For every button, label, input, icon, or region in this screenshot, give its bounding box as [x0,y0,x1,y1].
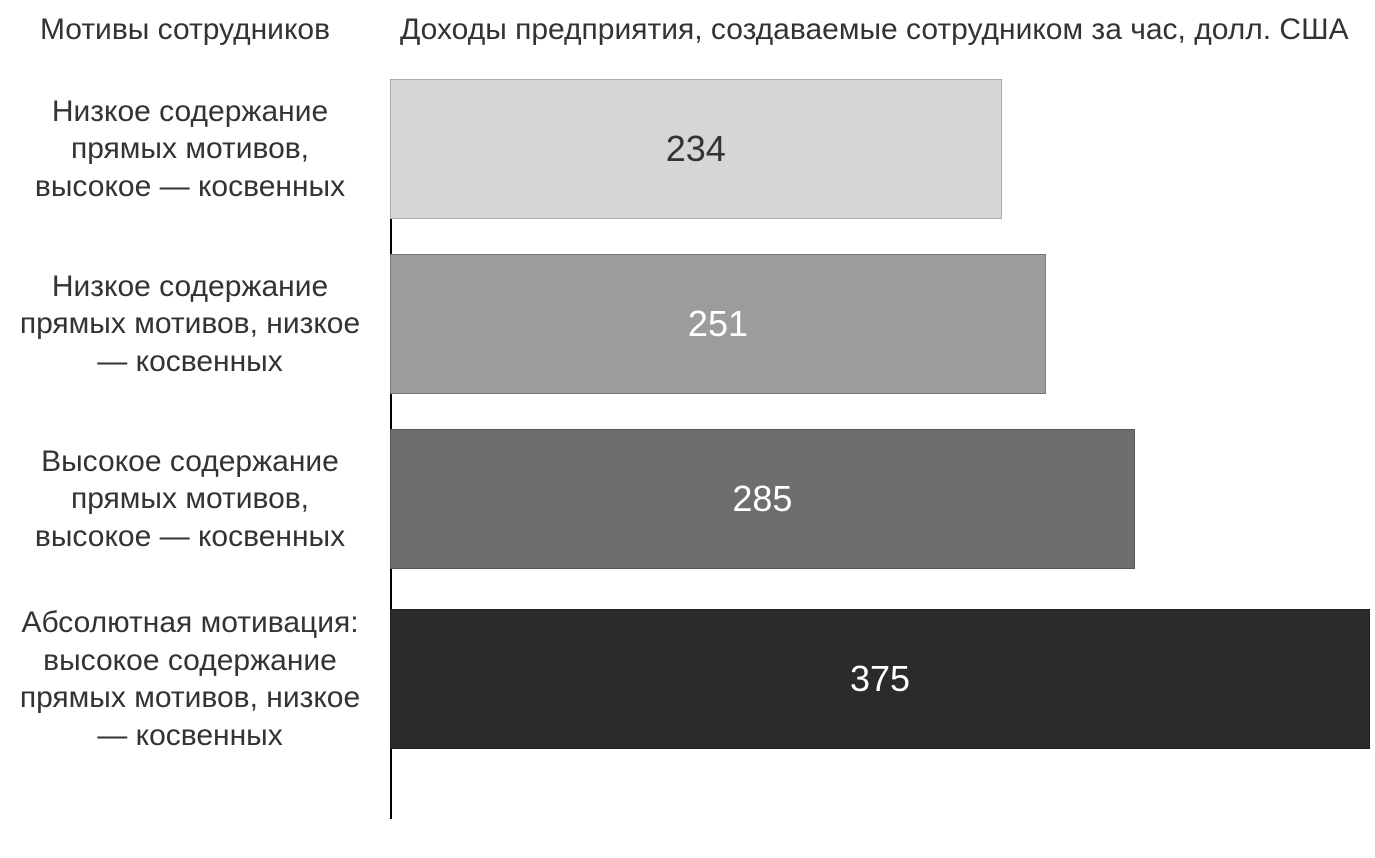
chart-body: Низкое содержание прямых мотивов, высоко… [0,79,1375,754]
bar-row: Высокое содержание прямых мотивов, высок… [0,429,1375,569]
bar: 375 [390,609,1370,749]
bar-value: 251 [688,303,748,345]
bar-wrapper: 375 [390,609,1370,749]
bar-wrapper: 285 [390,429,1135,569]
bar-row: Низкое содержание прямых мотивов, низкое… [0,254,1375,394]
right-axis-title: Доходы предприятия, создаваемые сотрудни… [390,10,1375,49]
chart-container: Мотивы сотрудников Доходы предприятия, с… [0,0,1375,858]
bar-label: Высокое содержание прямых мотивов, высок… [0,443,390,556]
chart-header-row: Мотивы сотрудников Доходы предприятия, с… [0,0,1375,49]
bar-value: 234 [666,128,726,170]
bar-value: 285 [732,478,792,520]
bar-wrapper: 251 [390,254,1046,394]
bar-row: Абсолютная мотивация: высокое содержание… [0,604,1375,754]
bar: 251 [390,254,1046,394]
bars-area: Низкое содержание прямых мотивов, высоко… [0,79,1375,754]
bar-label: Низкое содержание прямых мотивов, низкое… [0,268,390,381]
bar-row: Низкое содержание прямых мотивов, высоко… [0,79,1375,219]
bar-wrapper: 234 [390,79,1002,219]
bar: 234 [390,79,1002,219]
bar-label: Абсолютная мотивация: высокое содержание… [0,604,390,754]
bar-label: Низкое содержание прямых мотивов, высоко… [0,93,390,206]
left-axis-title: Мотивы сотрудников [0,10,390,49]
bar: 285 [390,429,1135,569]
bar-value: 375 [850,658,910,700]
